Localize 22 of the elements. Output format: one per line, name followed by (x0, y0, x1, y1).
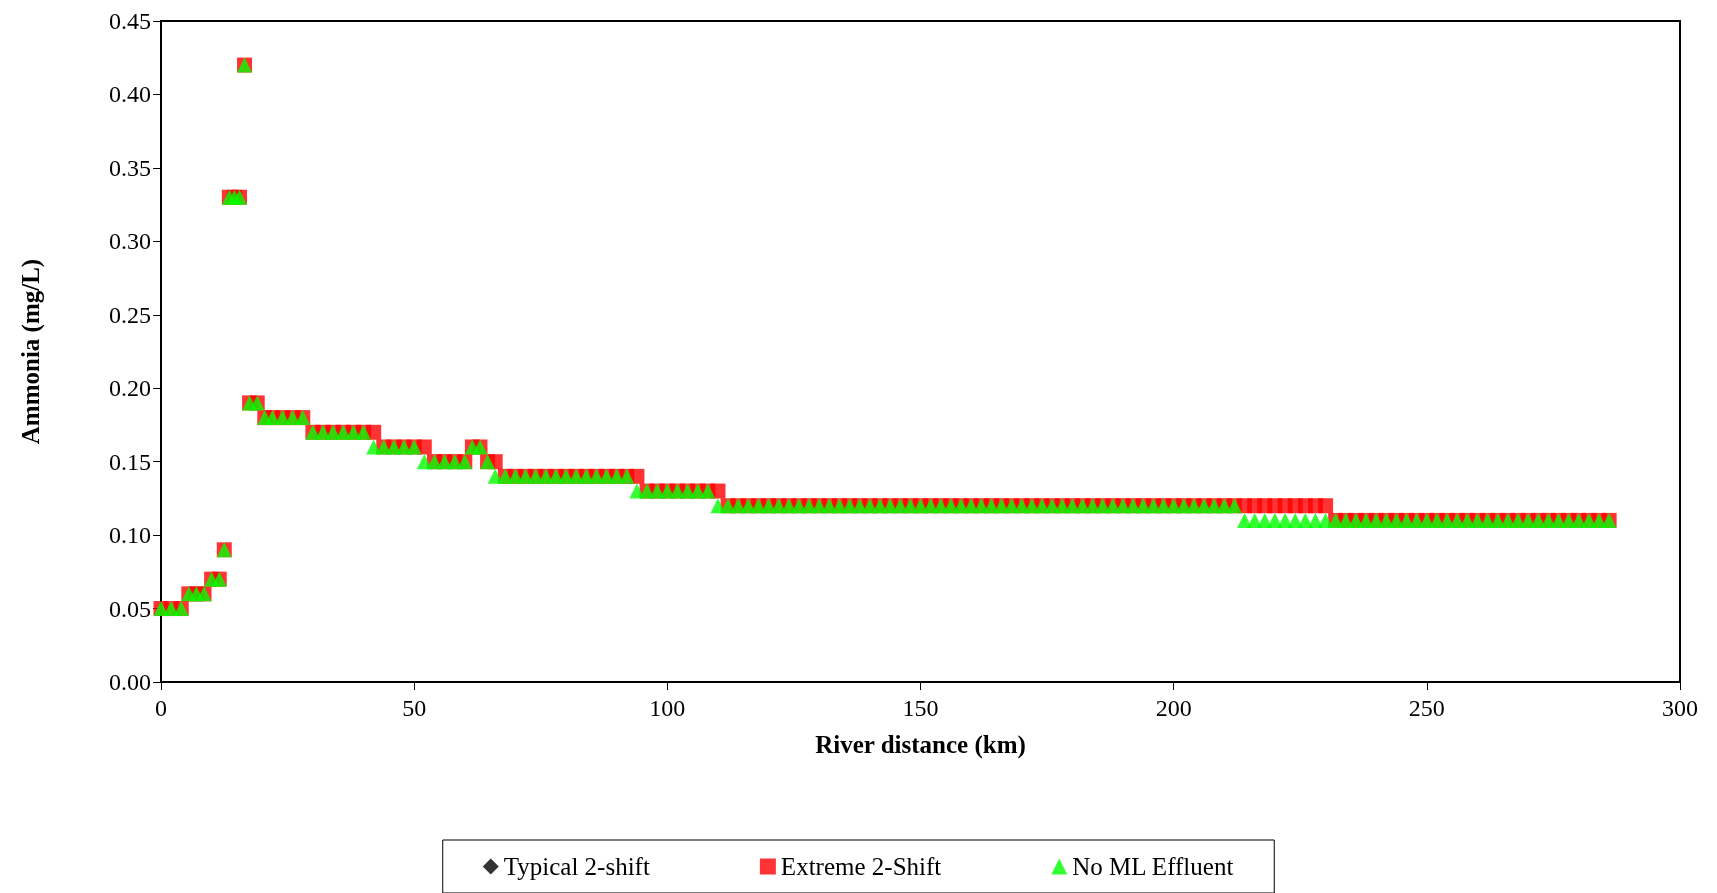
y-tick-label: 0.40 (109, 81, 151, 108)
y-tick-label: 0.25 (109, 301, 151, 328)
y-tick-label: 0.30 (109, 228, 151, 255)
x-axis-title: River distance (km) (815, 731, 1026, 759)
y-tick-label: 0.20 (109, 375, 151, 402)
legend-label: Typical 2-shift (503, 853, 650, 880)
y-tick-label: 0.10 (109, 522, 151, 549)
x-tick-label: 0 (155, 695, 167, 721)
x-tick-label: 100 (649, 695, 686, 721)
legend-label: Extreme 2-Shift (780, 853, 942, 880)
y-tick-label: 0.05 (109, 595, 151, 622)
x-tick-label: 300 (1662, 695, 1698, 721)
legend-label: No ML Effluent (1072, 853, 1234, 880)
x-tick-label: 50 (402, 695, 427, 721)
y-tick-label: 0.35 (109, 154, 151, 181)
y-tick-label: 0.15 (109, 448, 151, 475)
x-tick-label: 200 (1155, 695, 1192, 721)
x-tick-label: 150 (902, 695, 939, 721)
y-tick-label: 0.00 (109, 669, 151, 695)
y-axis-title: Ammonia (mg/L) (17, 258, 45, 445)
x-tick-label: 250 (1408, 695, 1445, 721)
y-tick-label: 0.45 (109, 8, 151, 34)
